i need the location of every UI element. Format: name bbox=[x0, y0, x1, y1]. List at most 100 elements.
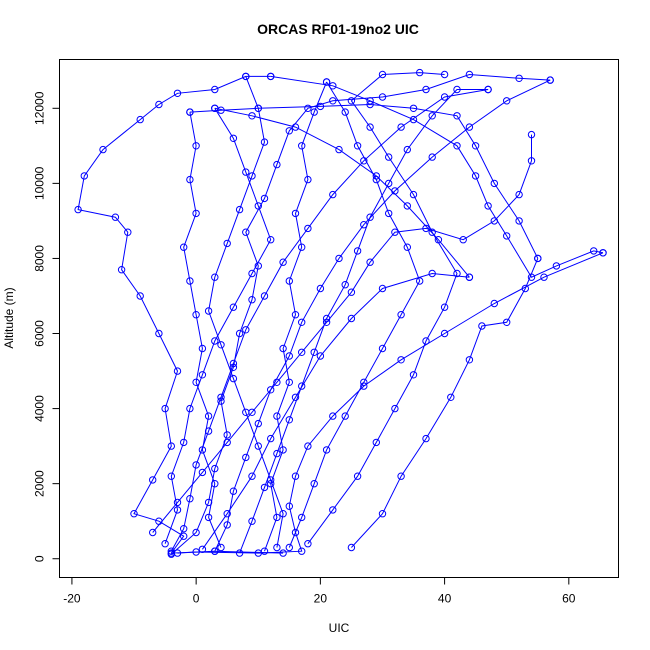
x-tick-label: 0 bbox=[193, 592, 200, 606]
data-point bbox=[391, 228, 399, 236]
data-point bbox=[192, 378, 200, 386]
data-point bbox=[329, 412, 337, 420]
data-point bbox=[273, 513, 281, 522]
data-point bbox=[223, 431, 231, 439]
y-tick-label: 10000 bbox=[33, 166, 47, 200]
data-point bbox=[453, 112, 461, 120]
data-point bbox=[254, 419, 262, 428]
data-point bbox=[322, 314, 331, 323]
data-point bbox=[353, 142, 362, 150]
data-point bbox=[503, 232, 511, 240]
data-point bbox=[254, 202, 262, 210]
y-tick-label: 8000 bbox=[33, 245, 47, 272]
data-point bbox=[285, 502, 293, 510]
data-point bbox=[192, 528, 200, 537]
data-point bbox=[267, 236, 275, 244]
data-point bbox=[403, 202, 411, 210]
data-point bbox=[260, 194, 269, 203]
data-point bbox=[279, 446, 287, 454]
data-point bbox=[267, 480, 275, 488]
data-point bbox=[204, 412, 213, 420]
data-point bbox=[490, 179, 498, 188]
data-point bbox=[440, 329, 449, 338]
data-point bbox=[279, 344, 287, 353]
data-point bbox=[409, 115, 418, 124]
data-point bbox=[267, 434, 275, 443]
series-line-15 bbox=[307, 72, 458, 544]
data-point bbox=[298, 382, 306, 390]
data-point bbox=[360, 221, 368, 229]
series-line-11 bbox=[288, 81, 421, 548]
data-point bbox=[167, 550, 176, 558]
data-point bbox=[279, 549, 287, 557]
data-point bbox=[285, 416, 293, 424]
data-point bbox=[186, 277, 194, 285]
data-point bbox=[322, 318, 331, 326]
data-point bbox=[285, 378, 293, 386]
data-point bbox=[298, 318, 306, 326]
series-line-10 bbox=[264, 81, 328, 552]
series-line-4 bbox=[214, 79, 551, 552]
data-point bbox=[397, 356, 405, 364]
data-point bbox=[291, 472, 300, 480]
data-point bbox=[198, 371, 207, 379]
data-point bbox=[484, 85, 492, 94]
data-point bbox=[260, 138, 269, 146]
x-tick-label: 20 bbox=[314, 592, 328, 606]
data-point bbox=[422, 85, 430, 94]
data-point bbox=[372, 175, 380, 184]
x-axis-label: UIC bbox=[329, 621, 350, 635]
data-point bbox=[378, 284, 387, 293]
data-point bbox=[534, 254, 542, 263]
data-point bbox=[335, 145, 343, 154]
data-point bbox=[173, 498, 182, 507]
data-point bbox=[366, 123, 374, 131]
data-point bbox=[248, 472, 256, 480]
series-line-5 bbox=[351, 258, 539, 548]
data-point bbox=[329, 82, 337, 90]
data-point bbox=[192, 142, 200, 150]
data-point bbox=[378, 93, 387, 101]
data-point bbox=[285, 277, 293, 285]
data-point bbox=[527, 157, 536, 165]
data-point bbox=[515, 217, 523, 225]
data-point bbox=[285, 127, 293, 135]
data-point bbox=[329, 97, 337, 105]
data-point bbox=[130, 510, 138, 518]
data-point bbox=[515, 74, 523, 83]
data-point bbox=[254, 104, 262, 113]
data-point bbox=[173, 367, 182, 375]
data-point bbox=[217, 397, 225, 405]
data-point bbox=[248, 112, 256, 120]
data-point bbox=[304, 540, 312, 548]
y-tick-label: 2000 bbox=[33, 470, 47, 497]
series-line-14 bbox=[164, 108, 272, 544]
data-point bbox=[347, 97, 356, 105]
data-point bbox=[211, 464, 219, 473]
data-point bbox=[403, 145, 411, 154]
data-point bbox=[155, 100, 163, 109]
data-point bbox=[204, 307, 213, 315]
data-point bbox=[111, 213, 120, 221]
data-point bbox=[211, 85, 219, 94]
data-point bbox=[273, 378, 281, 386]
series-line-8 bbox=[239, 89, 489, 554]
data-point bbox=[260, 483, 269, 492]
data-point bbox=[397, 472, 405, 480]
y-axis: 0 2000 4000 6000 8000 10000 12000 bbox=[33, 91, 60, 562]
data-point bbox=[378, 344, 387, 353]
data-point bbox=[180, 243, 188, 251]
data-point bbox=[223, 521, 231, 529]
data-point bbox=[180, 438, 188, 447]
data-point bbox=[248, 296, 256, 304]
series-line-17 bbox=[152, 134, 532, 533]
data-point bbox=[186, 175, 194, 184]
data-point bbox=[341, 412, 349, 420]
chart-title: ORCAS RF01-19no2 UIC bbox=[257, 21, 419, 37]
data-point bbox=[428, 269, 436, 278]
data-point bbox=[360, 378, 368, 386]
data-point bbox=[167, 472, 176, 480]
data-point bbox=[347, 314, 356, 323]
data-point bbox=[198, 545, 207, 553]
data-point bbox=[478, 322, 486, 330]
